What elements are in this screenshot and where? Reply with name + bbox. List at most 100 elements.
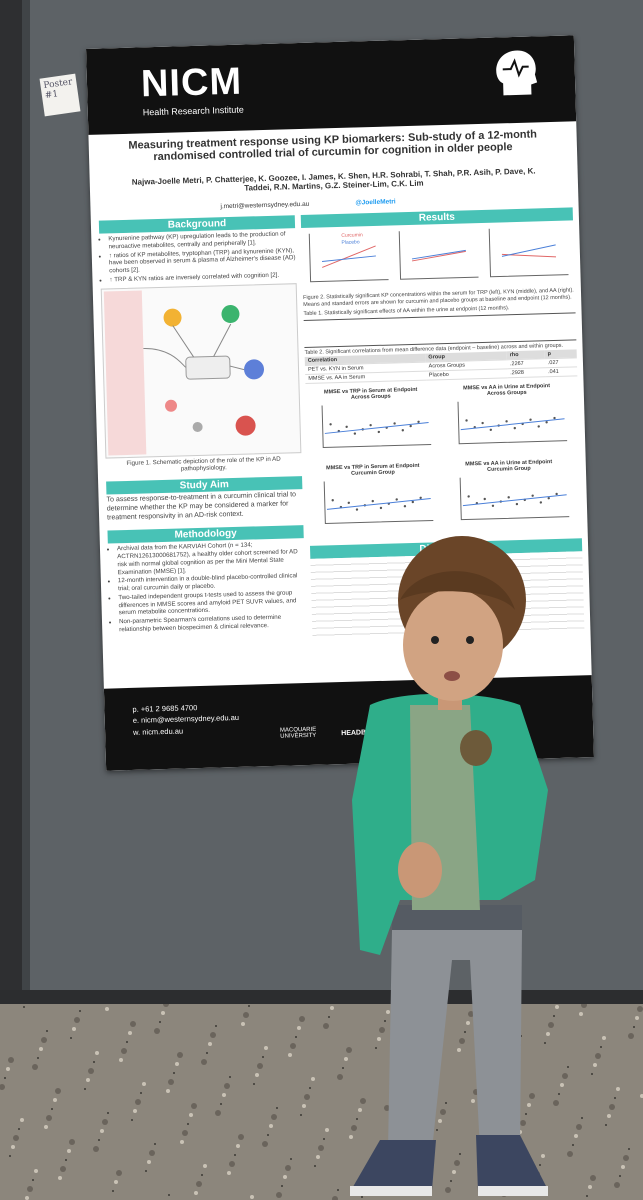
- plot-dot: [409, 424, 412, 427]
- speckle: [351, 1125, 357, 1131]
- speckle: [128, 1031, 132, 1035]
- speckle: [558, 1093, 560, 1095]
- speckle: [126, 1041, 128, 1043]
- speckle: [189, 1113, 193, 1117]
- speckle: [548, 1022, 554, 1028]
- speckle: [264, 1046, 268, 1050]
- plot-dot: [553, 416, 556, 419]
- speckle: [297, 1026, 301, 1030]
- plot-dot: [483, 497, 486, 500]
- speckle: [299, 1016, 305, 1022]
- plot-area: [459, 477, 570, 520]
- plot-dot: [329, 422, 332, 425]
- poster: NICM Health Research Institute Measuring…: [86, 35, 594, 771]
- speckle: [180, 1140, 184, 1144]
- speckle: [107, 1112, 109, 1114]
- speckle: [67, 1149, 71, 1153]
- speckle: [262, 1141, 268, 1147]
- speckle: [574, 1134, 578, 1138]
- speckle: [360, 1098, 366, 1104]
- speckle: [576, 1124, 582, 1130]
- speckle: [154, 1143, 156, 1145]
- speckle: [46, 1030, 48, 1032]
- figure1-diagram: [100, 282, 302, 459]
- speckle: [112, 1190, 114, 1192]
- speckle: [51, 1108, 53, 1110]
- speckle: [546, 1032, 550, 1036]
- fit-line: [460, 417, 565, 430]
- figure3-plots: MMSE vs TRP in Serum at Endpoint Across …: [306, 382, 582, 540]
- speckle: [459, 1153, 461, 1155]
- speckle: [560, 1083, 564, 1087]
- speckle: [323, 1023, 329, 1029]
- speckle: [27, 1186, 33, 1192]
- fit-line: [326, 497, 431, 510]
- speckle: [616, 1087, 620, 1091]
- speckle: [436, 1129, 438, 1131]
- speckle: [379, 1027, 385, 1033]
- speckle: [222, 1093, 226, 1097]
- scatter-plot: MMSE vs TRP in Serum at Endpoint Across …: [306, 386, 438, 462]
- speckle: [602, 1036, 606, 1040]
- speckle: [438, 1119, 442, 1123]
- speckle: [238, 1134, 244, 1140]
- speckle: [553, 1100, 559, 1106]
- speckle: [41, 1037, 47, 1043]
- speckle: [25, 1196, 29, 1200]
- speckle: [95, 1051, 99, 1055]
- fit-line: [324, 421, 429, 434]
- plot-dot: [539, 500, 543, 504]
- speckle: [168, 1079, 174, 1085]
- speckle: [201, 1174, 203, 1176]
- speckle: [579, 1012, 583, 1016]
- speckle: [84, 1088, 86, 1090]
- speckle: [191, 1103, 197, 1109]
- wall-edge: [0, 0, 22, 1010]
- speckle: [572, 1144, 574, 1146]
- speckle: [98, 1139, 100, 1141]
- speckle: [135, 1099, 141, 1105]
- legend-entry: Curcumin: [341, 232, 363, 239]
- speckle: [74, 1017, 80, 1023]
- plot-axis: [323, 480, 434, 524]
- speckle: [316, 1155, 320, 1159]
- speckle: [102, 1119, 108, 1125]
- speckle: [445, 1187, 451, 1193]
- speckle: [605, 1124, 607, 1126]
- speckle: [32, 1064, 38, 1070]
- plot-dot: [393, 421, 396, 425]
- speckle: [119, 1058, 123, 1062]
- plot-dot: [369, 423, 372, 426]
- head-icon: [496, 50, 538, 96]
- plot-axis: [321, 404, 432, 448]
- speckle: [304, 1094, 310, 1100]
- speckle: [234, 1154, 236, 1156]
- speckle: [70, 1037, 72, 1039]
- plot-dot: [505, 419, 508, 423]
- speckle: [344, 1057, 348, 1061]
- plot-dot: [403, 504, 407, 507]
- speckle: [384, 1105, 390, 1111]
- speckle: [619, 1175, 621, 1177]
- speckle: [23, 1006, 25, 1008]
- speckle: [131, 1119, 133, 1121]
- plot-dot: [513, 426, 516, 429]
- speckle: [358, 1108, 362, 1112]
- speckle: [37, 1057, 39, 1059]
- diagram-art: [103, 289, 265, 455]
- speckle: [328, 1016, 330, 1018]
- speckle: [121, 1048, 127, 1054]
- speckle: [9, 1155, 11, 1157]
- speckle: [445, 1102, 447, 1104]
- speckle: [159, 1021, 161, 1023]
- speckle: [520, 1120, 526, 1126]
- plot-dot: [537, 424, 540, 428]
- plot-dot: [547, 496, 550, 499]
- speckle: [44, 1125, 48, 1129]
- speckle: [220, 1103, 222, 1105]
- speckle: [471, 1099, 475, 1103]
- plot-area: [323, 480, 434, 524]
- speckle: [464, 1031, 466, 1033]
- speckle: [55, 1088, 61, 1094]
